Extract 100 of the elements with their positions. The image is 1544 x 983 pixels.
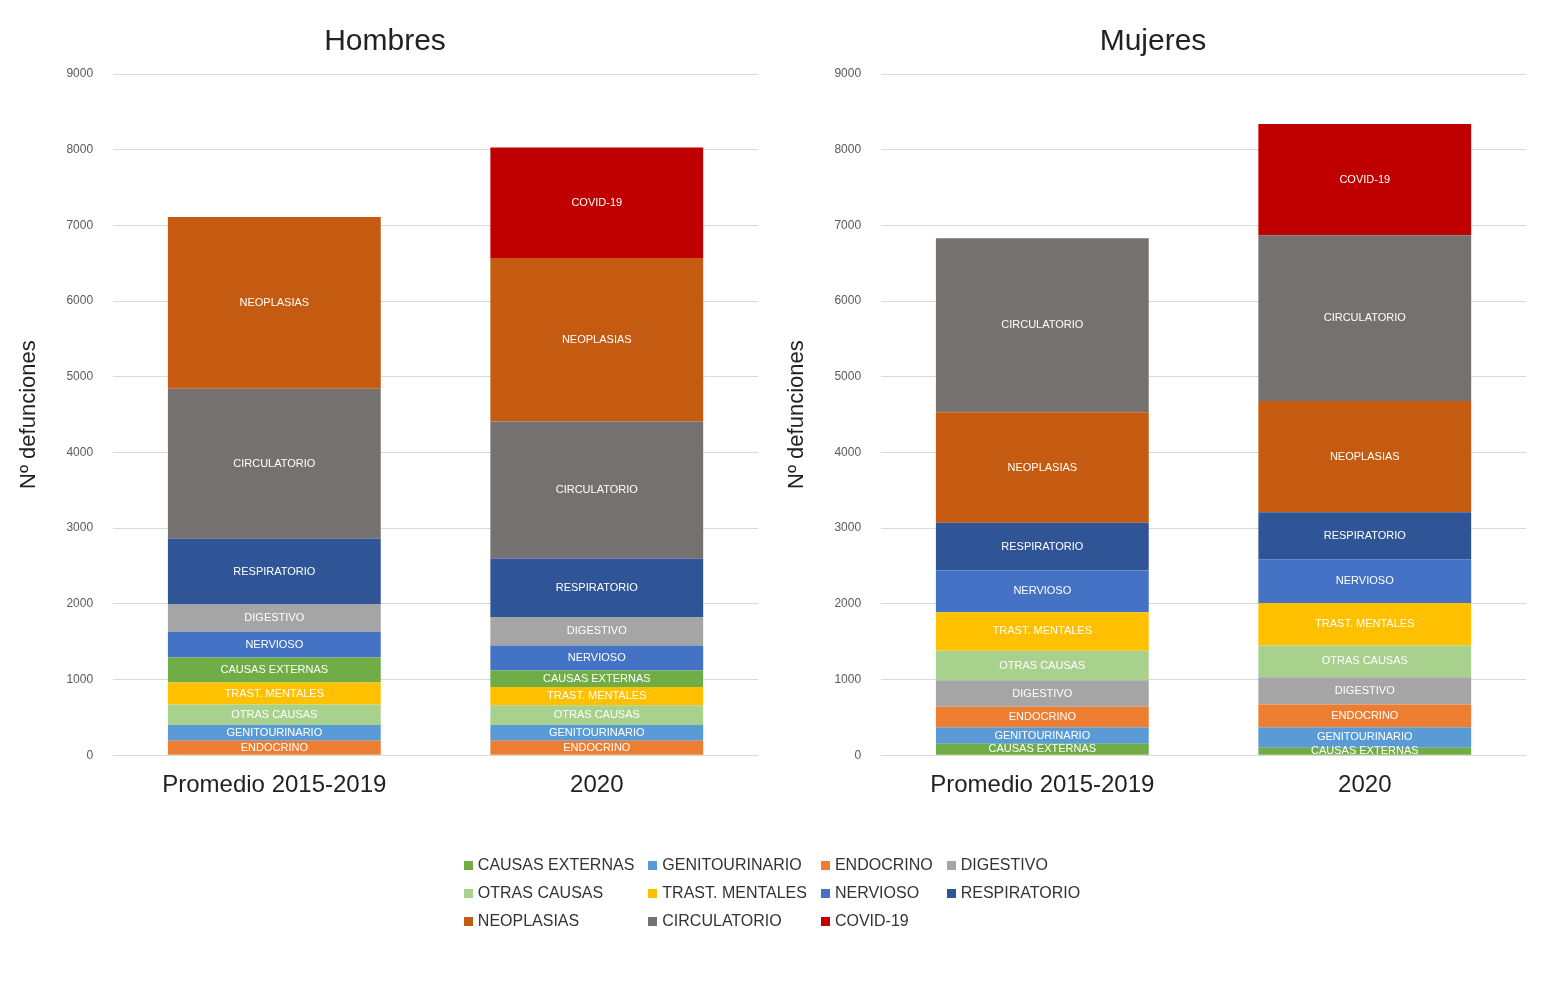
series-label: OTRAS CAUSAS [553,708,640,721]
text: CAUSAS EXTERNAS [220,663,329,676]
y-tick-label: 5000 [834,369,862,384]
text: OTRAS CAUSAS [1321,654,1408,667]
y-tick-label: 1000 [834,671,862,686]
y-tick-label: 4000 [834,444,862,459]
series-label: GENITOURINARIO [226,725,323,738]
bar [167,657,381,683]
bar [1258,400,1472,513]
bar [490,558,704,618]
y-tick-label: 8000 [66,142,94,156]
bar [1258,559,1472,604]
bar [167,538,381,605]
bar [1258,512,1472,560]
legend-label: CIRCULATORIO [662,912,782,930]
legend-label: NEOPLASIAS [477,912,580,930]
series-label: DIGESTIVO [244,611,305,624]
y-tick-label: 9000 [834,66,862,81]
series-label: CAUSAS EXTERNAS [542,671,651,684]
legend-label: NERVIOSO [834,884,920,902]
legend-label: GENITOURINARIO [662,856,802,874]
bar [167,604,381,632]
text: OTRAS CAUSAS [999,658,1086,671]
text: ENDOCRINO [563,740,631,753]
text: TRAST. MENTALES [1315,617,1415,630]
y-tick-label: 0 [854,747,862,762]
bar [935,706,1149,728]
text: CIRCULATORIO [233,456,316,469]
series-label: NEOPLASIAS [561,332,632,345]
text: GENITOURINARIO [548,725,645,738]
bar [167,217,381,389]
text: DIGESTIVO [1334,683,1395,696]
y-tick-label: 2000 [834,596,862,611]
x-tick-label: Promedio 2015-2019 [162,770,387,798]
bar [1258,603,1472,646]
bar [1258,704,1472,728]
bar [1258,123,1472,236]
legend-label: CAUSAS EXTERNAS [477,856,635,874]
bar [935,238,1149,413]
text: NERVIOSO [1013,584,1072,597]
text: NEOPLASIAS [239,295,310,308]
series-label: RESPIRATORIO [555,580,639,593]
y-tick-label: 6000 [834,293,862,308]
series-label: ENDOCRINO [240,740,309,753]
y-tick-label: 3000 [834,520,862,535]
x-tick-label: Promedio 2015-2019 [930,770,1155,798]
bar [167,704,381,725]
series-label: TRAST. MENTALES [547,689,647,702]
bar [935,680,1149,707]
text: TRAST. MENTALES [224,686,325,699]
text: CIRCULATORIO [1323,311,1406,324]
text: NERVIOSO [245,637,304,650]
bar [167,388,381,539]
x-tick-label: 2020 [570,770,624,798]
text: DIGESTIVO [1012,686,1073,699]
y-tick-label: 2000 [66,596,94,611]
y-axis-title: Nº defunciones [783,340,809,489]
y-tick-label: 0 [86,747,94,762]
bar [935,570,1149,613]
chart-title: Hombres [324,23,446,57]
bar [935,522,1149,571]
text: GENITOURINARIO [1316,730,1413,743]
text: RESPIRATORIO [1323,528,1406,541]
text: RESPIRATORIO [1001,539,1084,552]
bar [490,147,704,258]
legend-label: DIGESTIVO [960,856,1048,874]
text: NEOPLASIAS [1329,449,1400,462]
series-label: COVID-19 [571,195,623,208]
series-label: CIRCULATORIO [555,482,639,495]
legend-label: COVID-19 [834,912,909,930]
text: DIGESTIVO [566,624,627,637]
x-tick-label: 2020 [1338,770,1392,798]
y-tick-label: 9000 [66,66,94,81]
bar [490,645,704,671]
text: ENDOCRINO [1331,708,1399,721]
legend-label: TRAST. MENTALES [662,884,807,902]
legend-label: RESPIRATORIO [960,884,1081,902]
text: GENITOURINARIO [994,728,1091,741]
legend-label: ENDOCRINO [834,856,933,874]
bar [935,612,1149,651]
text: RESPIRATORIO [233,564,316,577]
bar [490,740,704,755]
bar [1258,235,1472,401]
y-tick-label: 7000 [834,217,862,232]
y-axis-title: Nº defunciones [15,340,41,489]
bar [935,412,1149,523]
text: NERVIOSO [1335,574,1394,587]
text: ENDOCRINO [1008,710,1076,723]
text: COVID-19 [1339,172,1391,185]
text: OTRAS CAUSAS [231,707,318,720]
text: CAUSAS EXTERNAS [1310,744,1419,757]
bar [167,631,381,658]
y-tick-label: 5000 [66,369,94,384]
text: NEOPLASIAS [1007,460,1078,473]
bar [490,617,704,646]
y-tick-label: 4000 [66,444,94,459]
chart-title: Mujeres [1099,23,1207,57]
text: TRAST. MENTALES [992,624,1093,637]
series-label: NERVIOSO [567,650,627,663]
bar [1258,645,1472,678]
